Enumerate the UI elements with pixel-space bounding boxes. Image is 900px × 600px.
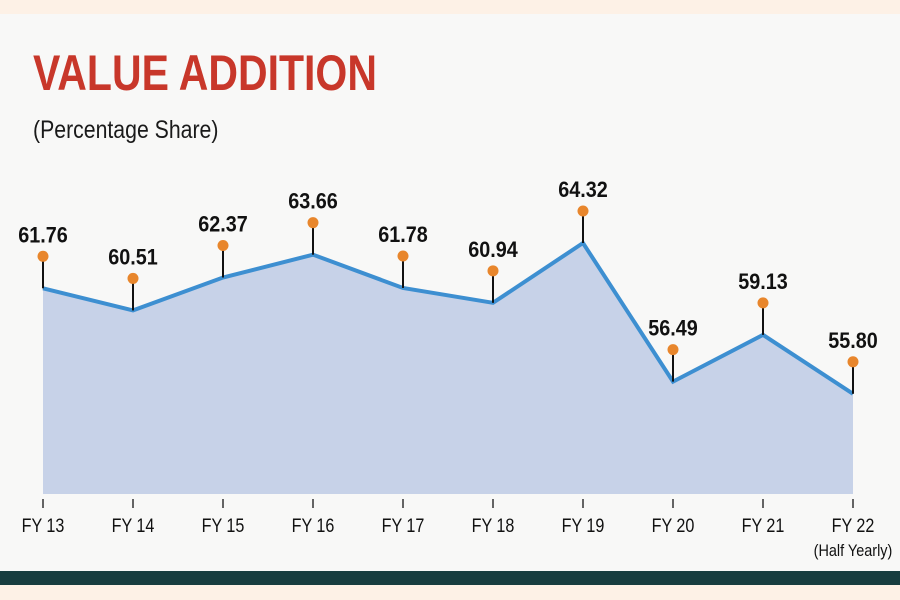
- x-tick-label: FY 13: [22, 515, 65, 537]
- data-label: 60.51: [108, 246, 158, 270]
- data-point-marker: [577, 205, 589, 217]
- data-point-marker: [37, 250, 49, 262]
- data-label: 61.76: [18, 223, 68, 247]
- data-label: 63.66: [288, 190, 338, 214]
- data-point-marker: [397, 250, 409, 262]
- top-strip: [0, 0, 900, 14]
- data-point-marker: [757, 297, 769, 309]
- x-tick-label: FY 17: [382, 515, 425, 537]
- data-point-marker: [487, 265, 499, 277]
- x-tick-label: FY 18: [472, 515, 515, 537]
- data-label: 62.37: [198, 213, 248, 237]
- data-point-marker: [667, 344, 679, 356]
- x-tick-label: FY 15: [202, 515, 245, 537]
- data-label: 56.49: [648, 317, 698, 341]
- data-label: 61.78: [378, 223, 428, 247]
- x-tick-label: FY 22: [832, 515, 875, 537]
- data-label: 55.80: [828, 329, 878, 353]
- x-tick-note: (Half Yearly): [814, 542, 893, 560]
- bottom-band: [0, 571, 900, 585]
- x-tick-label: FY 14: [112, 515, 155, 537]
- data-point-marker: [847, 356, 859, 368]
- chart-subtitle: (Percentage Share): [33, 116, 219, 144]
- data-point-marker: [307, 217, 319, 229]
- data-label: 64.32: [558, 178, 608, 202]
- x-tick-label: FY 19: [562, 515, 605, 537]
- x-tick-label: FY 21: [742, 515, 785, 537]
- x-tick-label: FY 20: [652, 515, 695, 537]
- data-point-marker: [217, 240, 229, 252]
- area-fill: [43, 243, 853, 494]
- x-tick-label: FY 16: [292, 515, 335, 537]
- bottom-strip: [0, 585, 900, 600]
- data-point-marker: [127, 272, 139, 284]
- series-line: [42, 240, 855, 396]
- data-label: 59.13: [738, 270, 788, 294]
- chart-title: VALUE ADDITION: [33, 45, 377, 101]
- data-label: 60.94: [468, 238, 518, 262]
